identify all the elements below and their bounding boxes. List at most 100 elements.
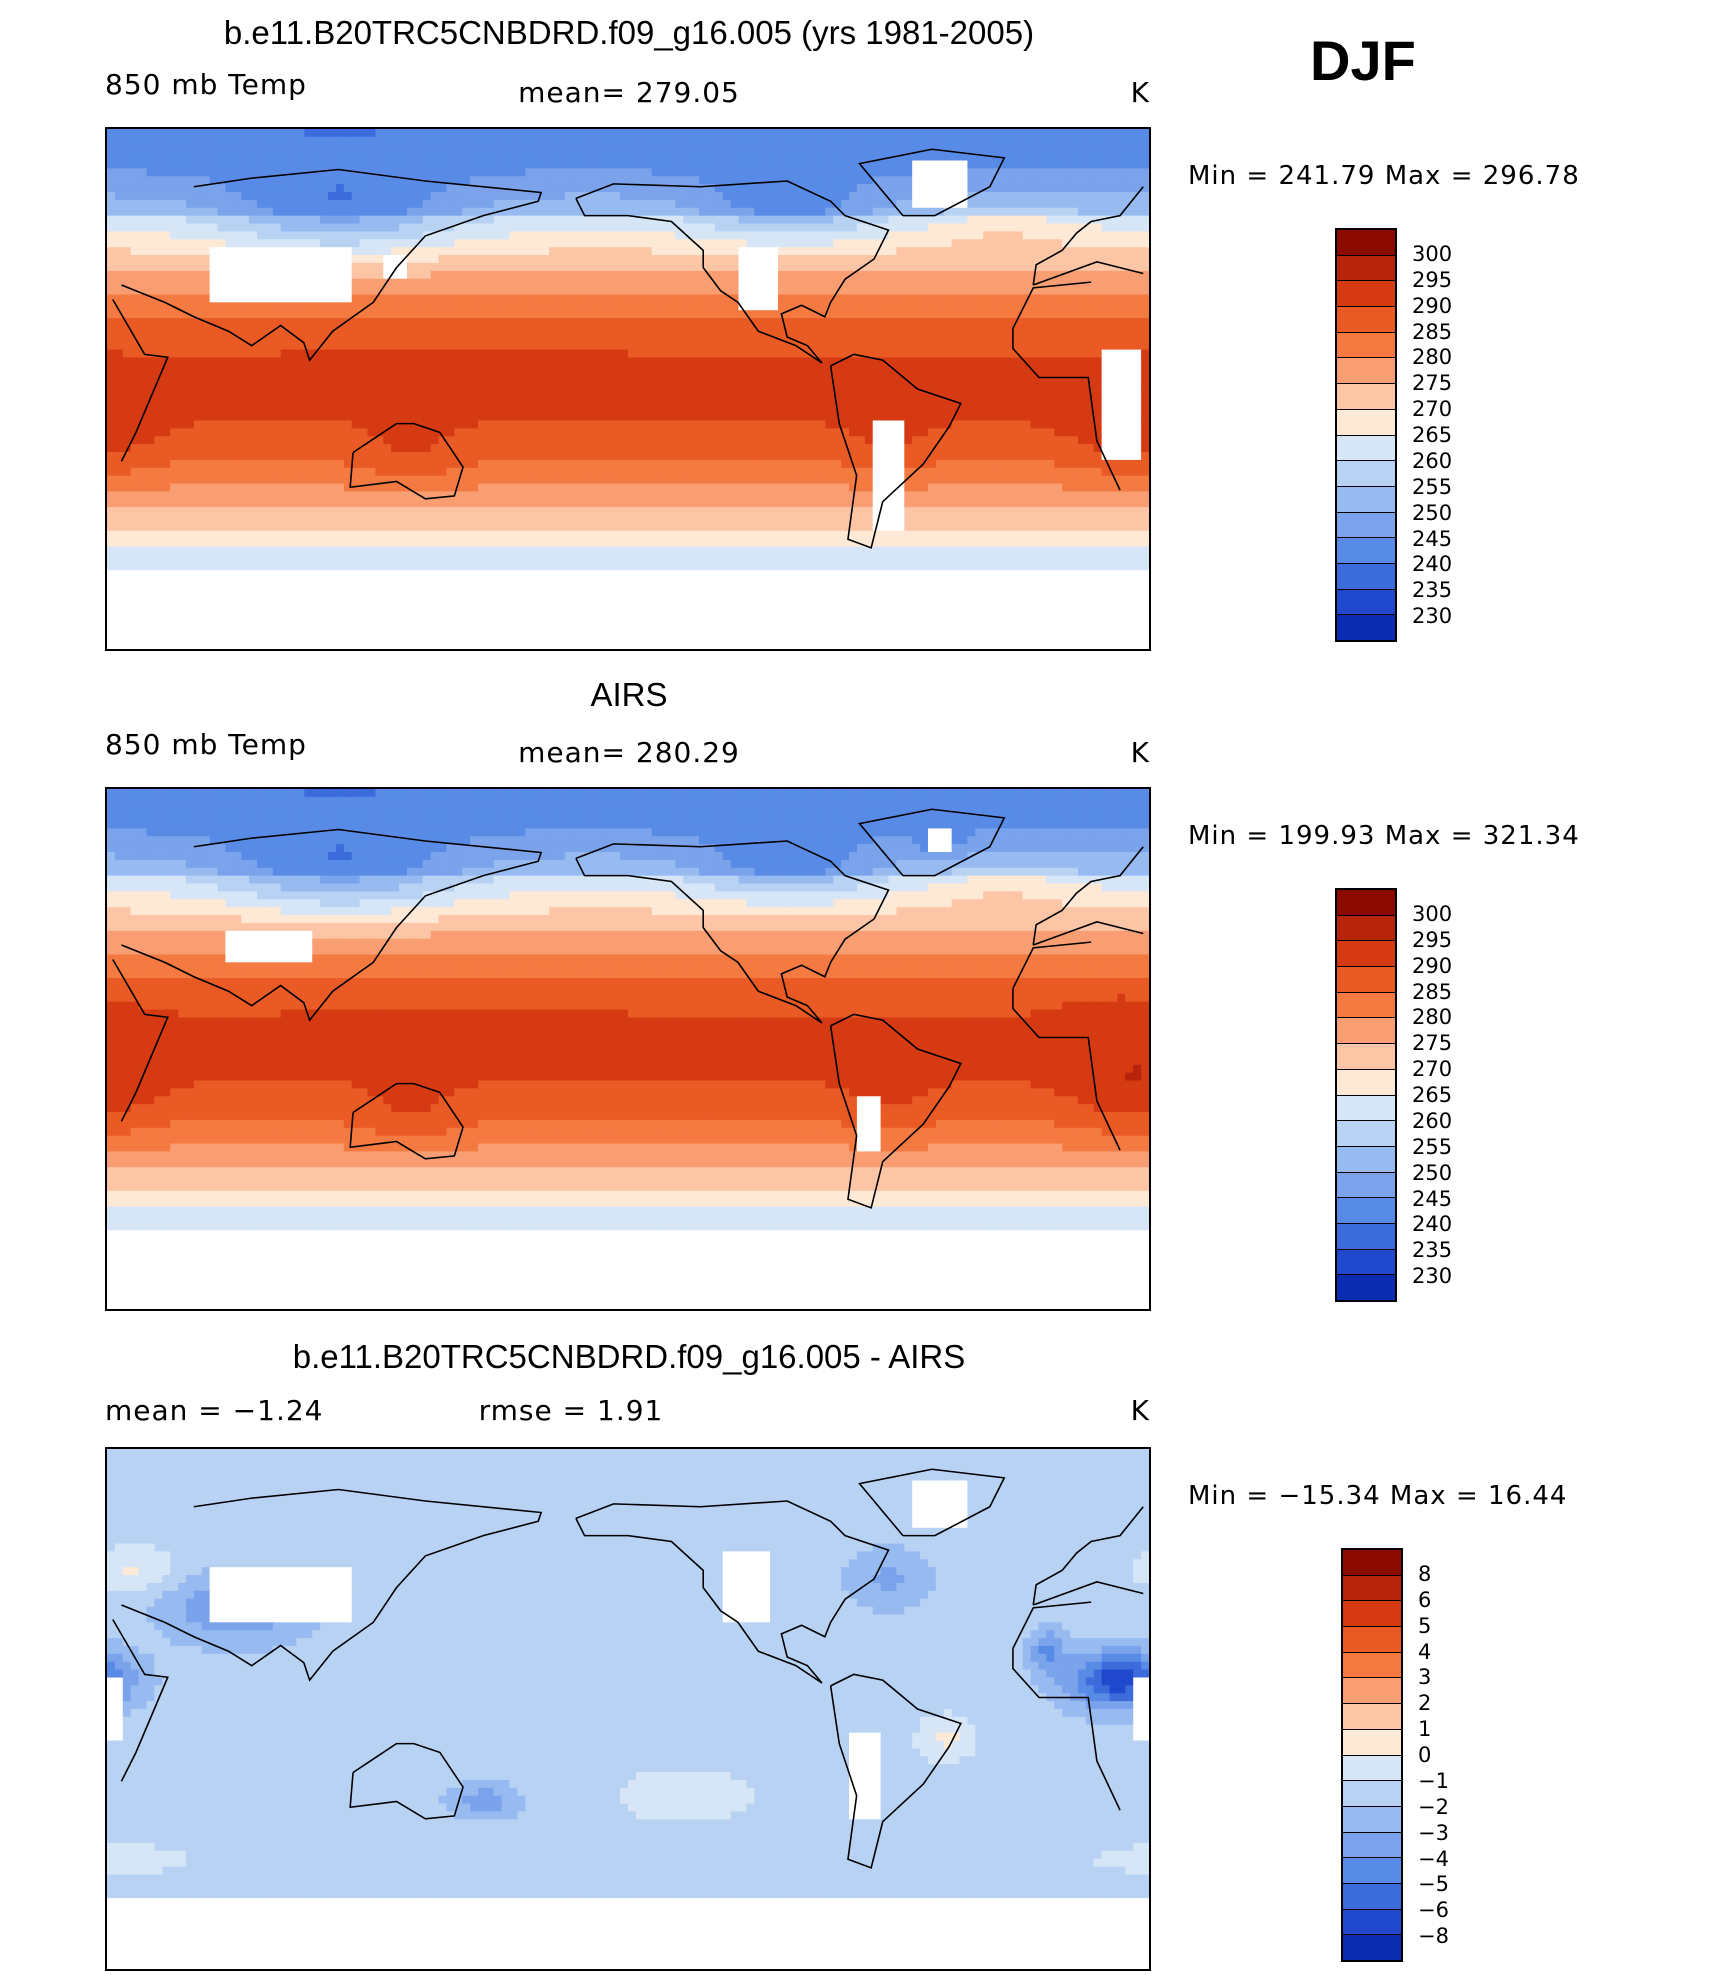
colorbar-swatch [1337, 1275, 1395, 1300]
coastline [1032, 1581, 1144, 1606]
coastline [121, 828, 543, 1022]
colorbar-swatch [1337, 409, 1395, 436]
colorbar-swatch [1343, 1601, 1401, 1628]
colorbar-obs [1335, 888, 1397, 1302]
panel-left-label-obs: 850 mb Temp [105, 728, 307, 761]
coastline [1032, 186, 1144, 286]
coastline [1032, 261, 1144, 286]
colorbar-tick-label: −6 [1418, 1900, 1449, 1921]
colorbar-swatch [1343, 1781, 1401, 1807]
colorbar-tick-label: 275 [1412, 1033, 1452, 1054]
colorbar-tick-label: 230 [1412, 1266, 1452, 1287]
panel-units-label-obs: K [1131, 736, 1150, 769]
colorbar-tick-label: 300 [1412, 903, 1452, 925]
coastline [1032, 921, 1144, 946]
colorbar-tick-label: −4 [1418, 1848, 1449, 1870]
minmax-label-obs: Min = 199.93 Max = 321.34 [1188, 821, 1580, 851]
colorbar-swatch [1337, 967, 1395, 993]
colorbar-swatch [1337, 307, 1395, 333]
colorbar-tick-label: 280 [1412, 1007, 1452, 1028]
map-field [107, 129, 1149, 649]
colorbar-tick-label: −5 [1418, 1874, 1449, 1895]
colorbar-swatch [1337, 384, 1395, 410]
map-panel-model [105, 127, 1151, 651]
colorbar-ticks-model: 300 295 290 285 280 275 270 265 260 255 250 245 240 2… [1412, 228, 1532, 642]
colorbar-swatch [1337, 563, 1395, 590]
colorbar-swatch [1337, 1146, 1395, 1173]
colorbar-tick-label: 2 [1418, 1693, 1431, 1714]
colorbar-tick-label: 0 [1418, 1745, 1431, 1766]
colorbar-tick-label: 235 [1412, 580, 1452, 601]
colorbar-tick-label: 255 [1412, 1136, 1452, 1158]
colorbar-tick-label: 240 [1412, 554, 1452, 575]
colorbar-tick-label: 290 [1412, 295, 1452, 317]
colorbar-tick-label: 3 [1418, 1667, 1431, 1688]
colorbar-tick-label: 1 [1418, 1719, 1431, 1740]
colorbar-swatch [1343, 1935, 1401, 1960]
colorbar-swatch [1337, 890, 1395, 916]
colorbar-swatch [1337, 1018, 1395, 1045]
minmax-label-model: Min = 241.79 Max = 296.78 [1188, 161, 1580, 191]
colorbar-swatch [1343, 1575, 1401, 1602]
panel-left-label-model: 850 mb Temp [105, 68, 307, 101]
coastline [121, 168, 543, 362]
colorbar-swatch [1337, 255, 1395, 282]
panel-mean-label-obs: mean= 280.29 [518, 736, 740, 769]
colorbar-swatch [1337, 512, 1395, 539]
colorbar-diff [1341, 1548, 1403, 1962]
colorbar-tick-label: 265 [1412, 425, 1452, 446]
panel-title-diff: b.e11.B20TRC5CNBDRD.f09_g16.005 - AIRS [293, 1338, 966, 1376]
colorbar-tick-label: 290 [1412, 955, 1452, 977]
colorbar-tick-label: 4 [1418, 1641, 1431, 1663]
panel-units-label-model: K [1131, 76, 1150, 109]
colorbar-tick-label: 240 [1412, 1214, 1452, 1235]
colorbar-tick-label: 295 [1412, 269, 1452, 291]
colorbar-tick-label: −1 [1418, 1770, 1449, 1792]
colorbar-tick-label: 300 [1412, 243, 1452, 265]
colorbar-tick-label: −3 [1418, 1822, 1449, 1844]
colorbar-tick-label: 8 [1418, 1563, 1431, 1585]
colorbar-swatch [1343, 1755, 1401, 1782]
coastline [1032, 1506, 1144, 1606]
colorbar-swatch [1337, 332, 1395, 359]
coastline [112, 299, 169, 462]
colorbar-tick-label: −2 [1418, 1796, 1449, 1818]
panel-units-label-diff: K [1131, 1394, 1150, 1427]
colorbar-swatch [1343, 1729, 1401, 1756]
colorbar-tick-label: 295 [1412, 929, 1452, 951]
coastline [858, 1468, 1006, 1537]
coastline [1012, 281, 1092, 329]
season-label: DJF [1310, 28, 1416, 93]
colorbar-tick-label: 280 [1412, 347, 1452, 368]
colorbar-swatch [1343, 1806, 1401, 1833]
coastline [858, 148, 1006, 217]
coastline [349, 1742, 464, 1820]
colorbar-swatch [1343, 1832, 1401, 1859]
coastline [829, 353, 962, 549]
colorbar-ticks-diff: 8 6 5 4 3 2 1 0 −1 −2 −3 −4 −5 −6 −8 [1418, 1548, 1538, 1962]
colorbar-swatch [1343, 1909, 1401, 1936]
colorbar-swatch [1337, 1172, 1395, 1199]
map-field [107, 789, 1149, 1309]
colorbar-tick-label: 6 [1418, 1589, 1431, 1611]
colorbar-tick-label: 235 [1412, 1240, 1452, 1261]
minmax-label-diff: Min = −15.34 Max = 16.44 [1188, 1481, 1567, 1511]
panel-rmse-label-diff: rmse = 1.91 [479, 1394, 664, 1427]
colorbar-tick-label: 230 [1412, 606, 1452, 627]
coastline [829, 1013, 962, 1209]
map-panel-obs [105, 787, 1151, 1311]
colorbar-swatch [1337, 281, 1395, 308]
colorbar-tick-label: 5 [1418, 1615, 1431, 1637]
coastline [112, 959, 169, 1122]
coastline [1012, 941, 1092, 989]
coastline [1032, 846, 1144, 946]
colorbar-tick-label: 270 [1412, 399, 1452, 420]
colorbar-swatch [1337, 941, 1395, 968]
colorbar-tick-label: 285 [1412, 981, 1452, 1003]
coastline [575, 840, 890, 1024]
coastline [121, 1488, 543, 1682]
colorbar-tick-label: 250 [1412, 1162, 1452, 1184]
colorbar-swatch [1337, 1095, 1395, 1122]
colorbar-tick-label: 250 [1412, 502, 1452, 524]
coastline [858, 808, 1006, 877]
